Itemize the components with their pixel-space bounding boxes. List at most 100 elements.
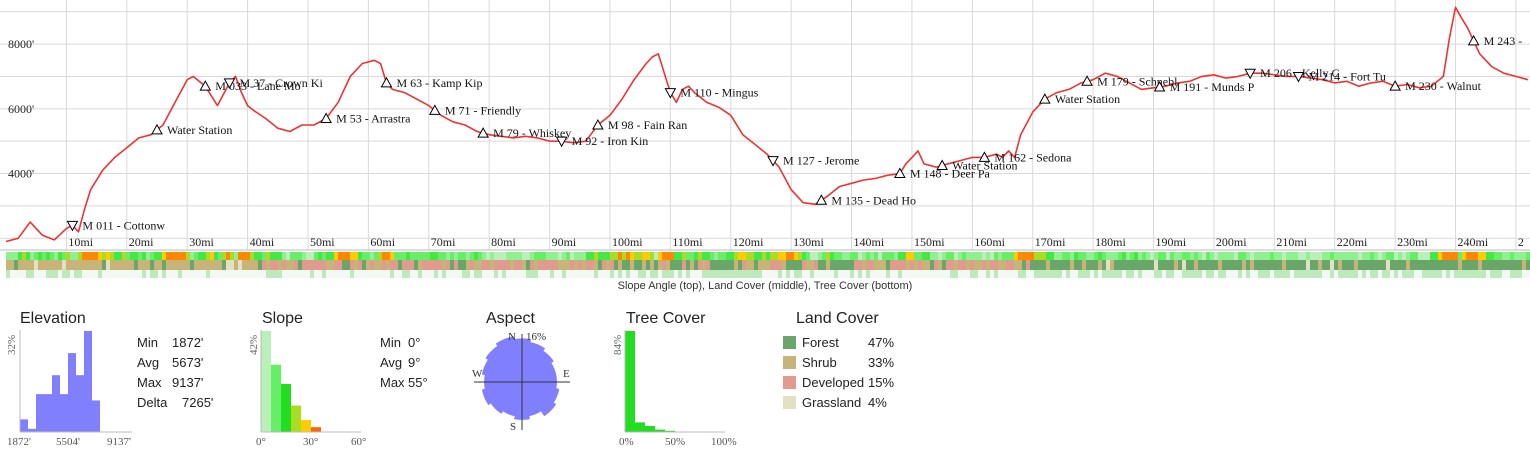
slope-strip-cell bbox=[1066, 252, 1070, 260]
land-cover-strip-cell bbox=[858, 260, 862, 270]
tree-cover-strip-cell bbox=[202, 270, 206, 278]
land-cover-strip-cell bbox=[1474, 260, 1478, 270]
tree-cover-strip-cell bbox=[698, 270, 702, 278]
tree-cover-strip-cell bbox=[1178, 270, 1182, 278]
land-cover-strip-cell bbox=[1294, 260, 1298, 270]
tree-cover-strip-cell bbox=[590, 270, 594, 278]
slope-strip-cell bbox=[1250, 252, 1254, 260]
tree-cover-strip-cell bbox=[162, 270, 166, 278]
slope-strip-cell bbox=[722, 252, 726, 260]
slope-strip-cell bbox=[674, 252, 678, 260]
land-cover-developed-swatch bbox=[783, 376, 796, 389]
waypoint-triangle-icon bbox=[1292, 71, 1305, 83]
slope-strip-cell bbox=[1290, 252, 1294, 260]
slope-strip-cell bbox=[526, 252, 530, 260]
tree-cover-strip-cell bbox=[1402, 270, 1406, 278]
land-cover-strip-cell bbox=[1386, 260, 1390, 270]
tree-cover-strip-cell bbox=[114, 270, 118, 278]
tree-cover-strip-cell bbox=[854, 270, 858, 278]
tree-cover-strip-cell bbox=[702, 270, 706, 278]
elevation-avg-value: 5673' bbox=[172, 355, 204, 370]
slope-strip-cell bbox=[1082, 252, 1086, 260]
tree-cover-strip-cell bbox=[914, 270, 918, 278]
land-cover-strip-cell bbox=[330, 260, 334, 270]
slope-strip-cell bbox=[470, 252, 474, 260]
land-cover-strip-cell bbox=[558, 260, 562, 270]
land-cover-strip-cell bbox=[1502, 260, 1506, 270]
tree-cover-strip-cell bbox=[1270, 270, 1274, 278]
land-cover-strip-cell bbox=[1394, 260, 1398, 270]
x-tick-label: 220mi bbox=[1337, 235, 1368, 249]
slope-strip-cell bbox=[702, 252, 706, 260]
slope-strip-cell bbox=[994, 252, 998, 260]
tree-cover-strip-cell bbox=[290, 270, 294, 278]
tree-cover-strip-cell bbox=[886, 270, 890, 278]
land-cover-strip-cell bbox=[706, 260, 710, 270]
slope-avg-value: 9° bbox=[408, 355, 421, 370]
slope-strip-cell bbox=[1510, 252, 1514, 260]
slope-strip-cell bbox=[1146, 252, 1150, 260]
slope-strip-cell bbox=[1122, 252, 1126, 260]
aspect-wedge bbox=[521, 341, 546, 383]
land-cover-developed-label: Developed bbox=[802, 375, 865, 390]
slope-strip-cell bbox=[878, 252, 882, 260]
land-cover-strip-cell bbox=[586, 260, 590, 270]
land-cover-strip-cell bbox=[930, 260, 934, 270]
slope-strip-cell bbox=[1470, 252, 1474, 260]
slope-strip-cell bbox=[1182, 252, 1186, 260]
tree-cover-strip-cell bbox=[46, 270, 50, 278]
slope-strip-cell bbox=[1194, 252, 1198, 260]
slope-strip-cell bbox=[806, 252, 810, 260]
land-cover-strip-cell bbox=[658, 260, 662, 270]
tree-cover-strip-cell bbox=[758, 270, 762, 278]
slope-strip-cell bbox=[262, 252, 266, 260]
slope-strip-cell bbox=[242, 252, 246, 260]
slope-title: Slope bbox=[262, 310, 303, 327]
slope-strip-cell bbox=[862, 252, 866, 260]
aspect-peak-label: 16% bbox=[526, 331, 547, 343]
slope-strip-cell bbox=[418, 252, 422, 260]
land-cover-strip-cell bbox=[1398, 260, 1402, 270]
land-cover-strip-cell bbox=[1238, 260, 1242, 270]
tree-cover-strip-cell bbox=[134, 270, 138, 278]
tree-cover-strip-cell bbox=[58, 270, 62, 278]
land-cover-strip-cell bbox=[382, 260, 386, 270]
land-cover-strip-cell bbox=[1274, 260, 1278, 270]
land-cover-strip-cell bbox=[10, 260, 14, 270]
tree-cover-strip-cell bbox=[1494, 270, 1498, 278]
tree-cover-strip-cell bbox=[1506, 270, 1510, 278]
slope-strip-cell bbox=[18, 252, 22, 260]
slope-strip-cell bbox=[362, 252, 366, 260]
land-cover-strip-cell bbox=[226, 260, 230, 270]
tree-cover-strip-cell bbox=[566, 270, 570, 278]
tree-cover-strip-cell bbox=[118, 270, 122, 278]
land-cover-strip-cell bbox=[954, 260, 958, 270]
tree-cover-strip-cell bbox=[70, 270, 74, 278]
slope-strip-cell bbox=[326, 252, 330, 260]
tree-cover-strip-cell bbox=[574, 270, 578, 278]
land-cover-strip-cell bbox=[1114, 260, 1118, 270]
waypoint-label: M 110 - Mingus bbox=[680, 86, 758, 100]
slope-strip-cell bbox=[334, 252, 338, 260]
slope-strip-cell bbox=[662, 252, 666, 260]
slope-strip-cell bbox=[826, 252, 830, 260]
slope-strip-cell bbox=[1238, 252, 1242, 260]
slope-strip-cell bbox=[1234, 252, 1238, 260]
slope-strip-cell bbox=[406, 252, 410, 260]
slope-strip-cell bbox=[1430, 252, 1434, 260]
tree-cover-strip-cell bbox=[518, 270, 522, 278]
waypoint-triangle-icon bbox=[1389, 80, 1401, 91]
tree-cover-strip-cell bbox=[194, 270, 198, 278]
land-cover-strip-cell bbox=[566, 260, 570, 270]
land-cover-strip-cell bbox=[934, 260, 938, 270]
land-cover-strip-cell bbox=[854, 260, 858, 270]
slope-strip-cell bbox=[254, 252, 258, 260]
slope-strip-cell bbox=[370, 252, 374, 260]
waypoint-label: M 98 - Fain Ran bbox=[608, 118, 687, 132]
land-cover-strip-cell bbox=[1382, 260, 1386, 270]
slope-strip-cell bbox=[222, 252, 226, 260]
slope-strip-cell bbox=[1526, 252, 1530, 260]
slope-strip-cell bbox=[1354, 252, 1358, 260]
land-cover-strip-cell bbox=[570, 260, 574, 270]
slope-strip-cell bbox=[1118, 252, 1122, 260]
